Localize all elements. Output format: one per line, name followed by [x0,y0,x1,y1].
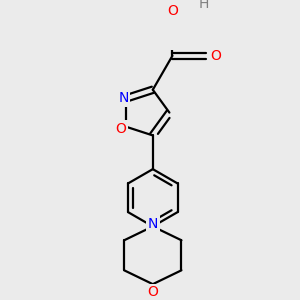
Text: O: O [147,286,158,299]
Text: O: O [210,49,221,63]
Text: O: O [167,4,178,18]
Text: N: N [118,92,129,106]
Text: N: N [148,217,158,231]
Text: H: H [198,0,208,11]
Text: O: O [115,122,126,136]
